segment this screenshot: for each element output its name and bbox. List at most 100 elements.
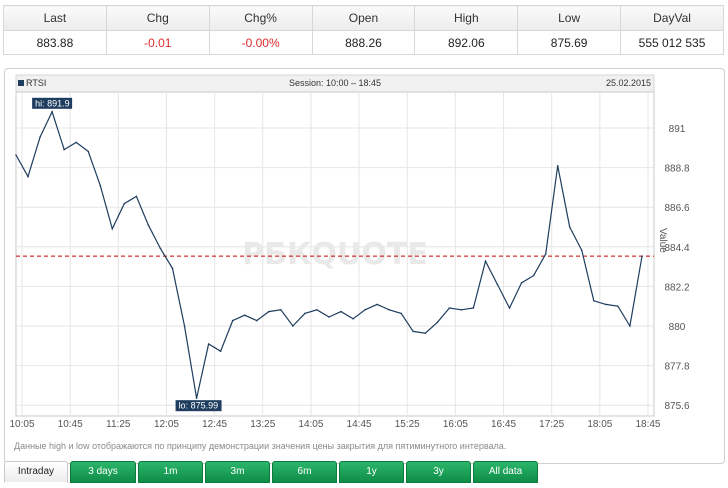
lo-label: lo: 875.99 [179, 401, 219, 411]
series-point [364, 309, 366, 311]
series-point [568, 226, 571, 228]
series-point [231, 319, 234, 322]
gridlines [16, 92, 654, 416]
series-point [280, 309, 282, 311]
y-tick-label: 882.2 [664, 282, 689, 293]
series-point [171, 267, 174, 270]
x-tick-label: 12:45 [202, 419, 227, 430]
session-label: Session: 10:00 – 18:45 [289, 78, 381, 88]
x-tick-label: 14:05 [298, 419, 323, 430]
header-last: Last [3, 5, 107, 31]
series-point [412, 330, 415, 333]
date-label: 25.02.2015 [606, 78, 651, 88]
hi-label-box [32, 97, 73, 109]
series-point [448, 307, 451, 309]
series-point [195, 397, 198, 399]
hi-label: hi: 891.9 [35, 98, 70, 108]
legend-label: RTSI [26, 78, 46, 88]
series-point [267, 310, 270, 313]
series-point [641, 255, 643, 257]
lo-marker: lo: 875.99 [175, 400, 222, 412]
series-point [617, 305, 619, 308]
plot-area [15, 91, 655, 417]
series-point [87, 150, 90, 153]
value-dayval: 555 012 535 [620, 30, 724, 55]
tab-all-data[interactable]: All data [473, 461, 538, 483]
series-point [159, 247, 162, 250]
series-point [520, 282, 523, 284]
x-tick-label: 11:25 [106, 419, 131, 430]
tab-1m[interactable]: 1m [138, 461, 203, 483]
y-tick-label: 875.6 [664, 401, 689, 412]
series-point [484, 260, 487, 263]
series-point [111, 228, 114, 230]
series-point [123, 202, 126, 205]
y-tick-label: 880 [669, 322, 686, 333]
tab-3-days[interactable]: 3 days [70, 461, 136, 483]
x-tick-label: 10:45 [58, 419, 83, 430]
value-chg-pct: -0.00% [208, 30, 313, 55]
y-tick-label: 891 [669, 124, 686, 135]
tab-6m[interactable]: 6m [272, 461, 337, 483]
series-point [340, 310, 342, 313]
header-dayval: DayVal [620, 5, 724, 31]
series-point [629, 325, 631, 327]
series-point [556, 165, 559, 167]
tab-3y[interactable]: 3y [406, 461, 471, 483]
x-tick-label: 17:25 [539, 419, 564, 430]
series-point [328, 316, 330, 318]
quote-value-row: 883.88 -0.01 -0.00% 888.26 892.06 875.69… [3, 30, 724, 55]
series-point [27, 175, 29, 178]
series-point [532, 274, 535, 277]
series-point [75, 141, 77, 144]
range-tabs: Intraday 3 days 1m 3m 6m 1y 3y All data [4, 461, 540, 483]
series-point [508, 307, 511, 309]
series-point [424, 332, 427, 335]
x-tick-label: 18:45 [635, 419, 660, 430]
series-point [605, 303, 607, 306]
tab-3m[interactable]: 3m [205, 461, 270, 483]
series-point [51, 111, 53, 113]
price-chart: RTSI Session: 10:00 – 18:45 25.02.2015 Р… [10, 74, 690, 430]
series-point [436, 321, 439, 324]
x-tick-label: 13:25 [250, 419, 275, 430]
header-high: High [414, 5, 519, 31]
x-tick-label: 18:05 [587, 419, 612, 430]
x-tick-label: 10:05 [10, 419, 35, 430]
series-point [316, 309, 318, 311]
lo-label-box [175, 400, 222, 412]
series-point [400, 312, 403, 315]
series-point [15, 154, 17, 156]
quote-table: Last Chg Chg% Open High Low DayVal 883.8… [3, 5, 724, 55]
y-tick-label: 884.4 [664, 243, 689, 254]
series-point [292, 325, 294, 327]
quote-header-row: Last Chg Chg% Open High Low DayVal [3, 5, 724, 31]
series-point [63, 148, 65, 151]
value-last: 883.88 [3, 30, 107, 55]
series-points [15, 111, 643, 399]
header-open: Open [311, 5, 416, 31]
legend-swatch [18, 80, 24, 86]
series-point [580, 249, 583, 252]
series-point [472, 307, 475, 309]
y-tick-label: 877.8 [664, 362, 689, 373]
series-point [544, 253, 547, 255]
chart-footnote: Данные high и low отображаются по принци… [14, 441, 507, 451]
series-point [219, 350, 222, 353]
x-tick-label: 14:45 [347, 419, 372, 430]
x-tick-label: 12:05 [154, 419, 179, 430]
y-axis-title: Value [657, 228, 668, 253]
hi-marker: hi: 891.9 [32, 97, 73, 109]
series-point [352, 318, 354, 320]
x-tick-label: 16:05 [443, 419, 468, 430]
x-tick-label: 15:25 [395, 419, 420, 430]
series-point [39, 136, 41, 138]
series-point [460, 309, 463, 311]
tab-intraday[interactable]: Intraday [4, 461, 68, 483]
series-point [207, 343, 210, 345]
y-tick-label: 886.6 [664, 203, 689, 214]
value-chg: -0.01 [105, 30, 210, 55]
watermark: РБКQUOTE [242, 237, 428, 272]
tab-1y[interactable]: 1y [339, 461, 404, 483]
series-point [183, 325, 186, 327]
